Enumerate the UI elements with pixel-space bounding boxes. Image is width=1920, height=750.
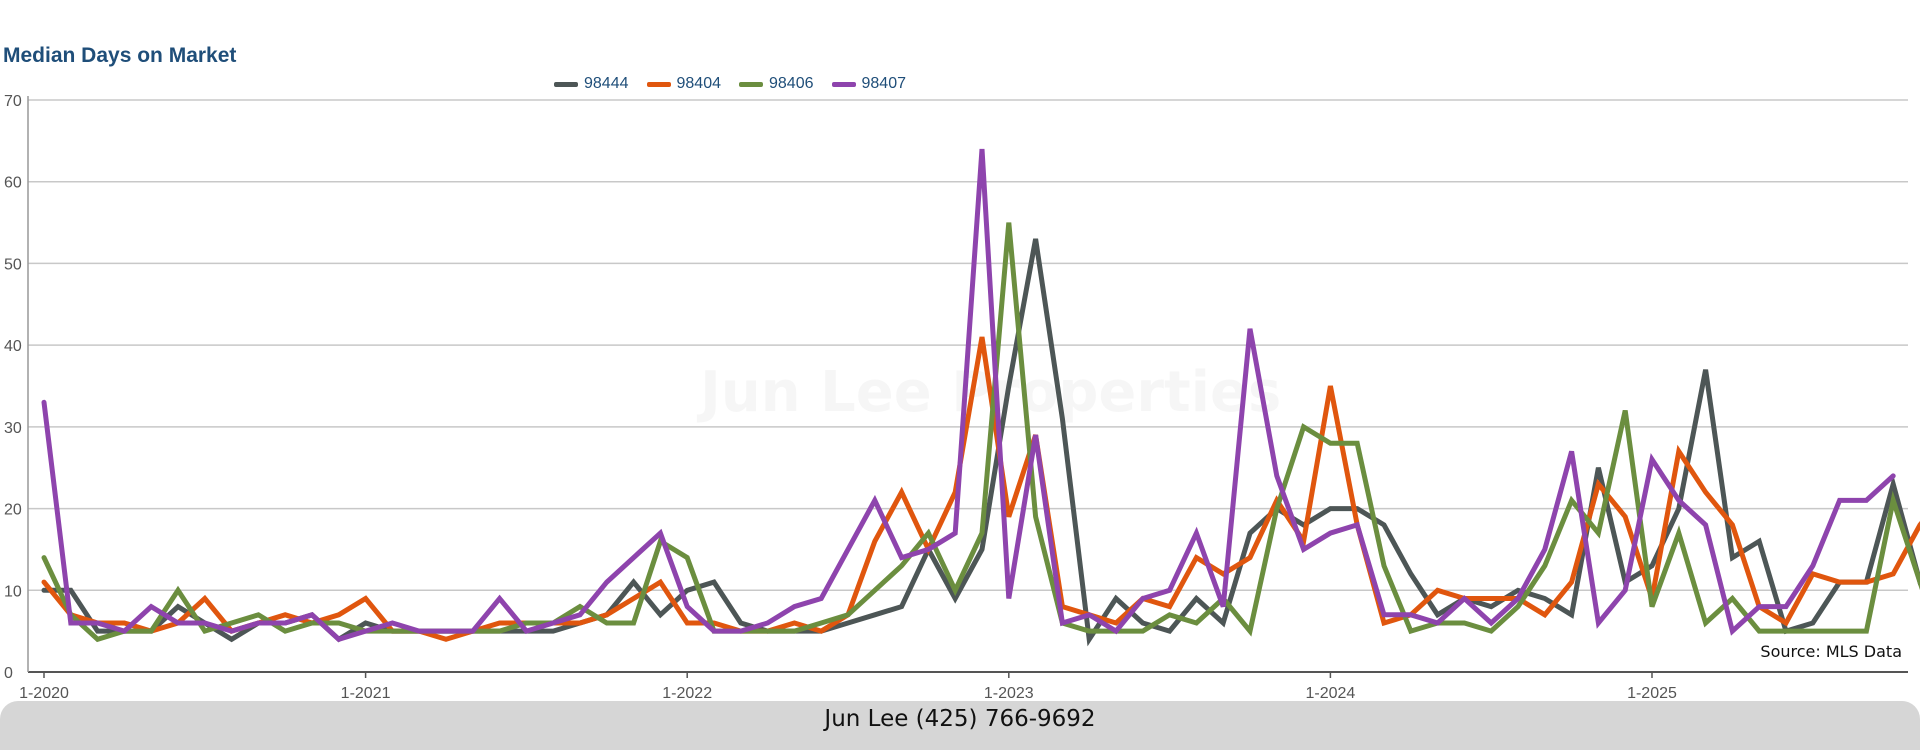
x-tick-label: 1-2023 bbox=[984, 685, 1034, 702]
x-tick-label: 1-2021 bbox=[341, 685, 391, 702]
x-tick-label: 1-2025 bbox=[1627, 685, 1677, 702]
legend-label: 98407 bbox=[861, 75, 907, 92]
chart-title: Median Days on Market bbox=[3, 44, 237, 67]
legend-label: 98406 bbox=[769, 75, 814, 92]
x-tick-label: 1-2020 bbox=[19, 685, 69, 702]
legend-swatch bbox=[831, 81, 856, 87]
y-tick-label: 0 bbox=[4, 665, 13, 682]
y-tick-label: 20 bbox=[4, 502, 22, 519]
legend-item-98406[interactable]: 98406 bbox=[739, 75, 814, 93]
source-note: Source: MLS Data bbox=[1760, 642, 1902, 661]
footer-bar bbox=[0, 701, 1920, 750]
y-tick-label: 60 bbox=[4, 175, 22, 192]
y-tick-label: 40 bbox=[4, 338, 22, 355]
chart-legend: 98444 98404 98406 98407 bbox=[0, 75, 1460, 93]
y-tick-label: 30 bbox=[4, 420, 22, 437]
legend-swatch bbox=[739, 81, 763, 87]
y-tick-label: 50 bbox=[4, 256, 22, 273]
legend-swatch bbox=[554, 81, 578, 87]
legend-swatch bbox=[646, 81, 671, 87]
x-tick-label: 1-2022 bbox=[662, 685, 712, 702]
x-tick-label: 1-2024 bbox=[1305, 685, 1355, 702]
series-line-98404 bbox=[41, 336, 1920, 642]
legend-label: 98404 bbox=[676, 75, 722, 92]
legend-item-98404[interactable]: 98404 bbox=[646, 75, 722, 93]
legend-item-98407[interactable]: 98407 bbox=[831, 75, 907, 93]
footer-contact: Jun Lee (425) 766-9692 bbox=[824, 706, 1096, 732]
y-tick-label: 10 bbox=[4, 583, 22, 600]
series-line-98444 bbox=[41, 238, 1920, 647]
legend-item-98444[interactable]: 98444 bbox=[554, 75, 629, 93]
series-line-98407 bbox=[41, 148, 1896, 643]
legend-label: 98444 bbox=[584, 75, 629, 92]
y-tick-label: 70 bbox=[4, 93, 22, 110]
